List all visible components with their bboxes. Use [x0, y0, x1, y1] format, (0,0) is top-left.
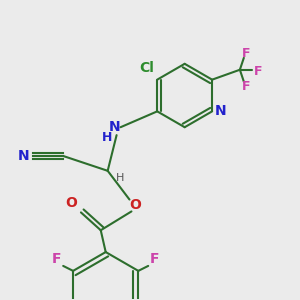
Text: H: H	[116, 173, 124, 183]
Text: F: F	[242, 80, 250, 93]
Text: N: N	[18, 149, 29, 163]
Text: N: N	[215, 104, 227, 118]
Text: H: H	[102, 131, 112, 144]
Text: F: F	[242, 47, 250, 60]
Text: F: F	[150, 252, 160, 266]
Text: N: N	[109, 120, 121, 134]
Text: O: O	[65, 196, 77, 210]
Text: Cl: Cl	[140, 61, 154, 75]
Text: O: O	[130, 199, 141, 212]
Text: F: F	[254, 65, 262, 78]
Text: F: F	[52, 252, 61, 266]
